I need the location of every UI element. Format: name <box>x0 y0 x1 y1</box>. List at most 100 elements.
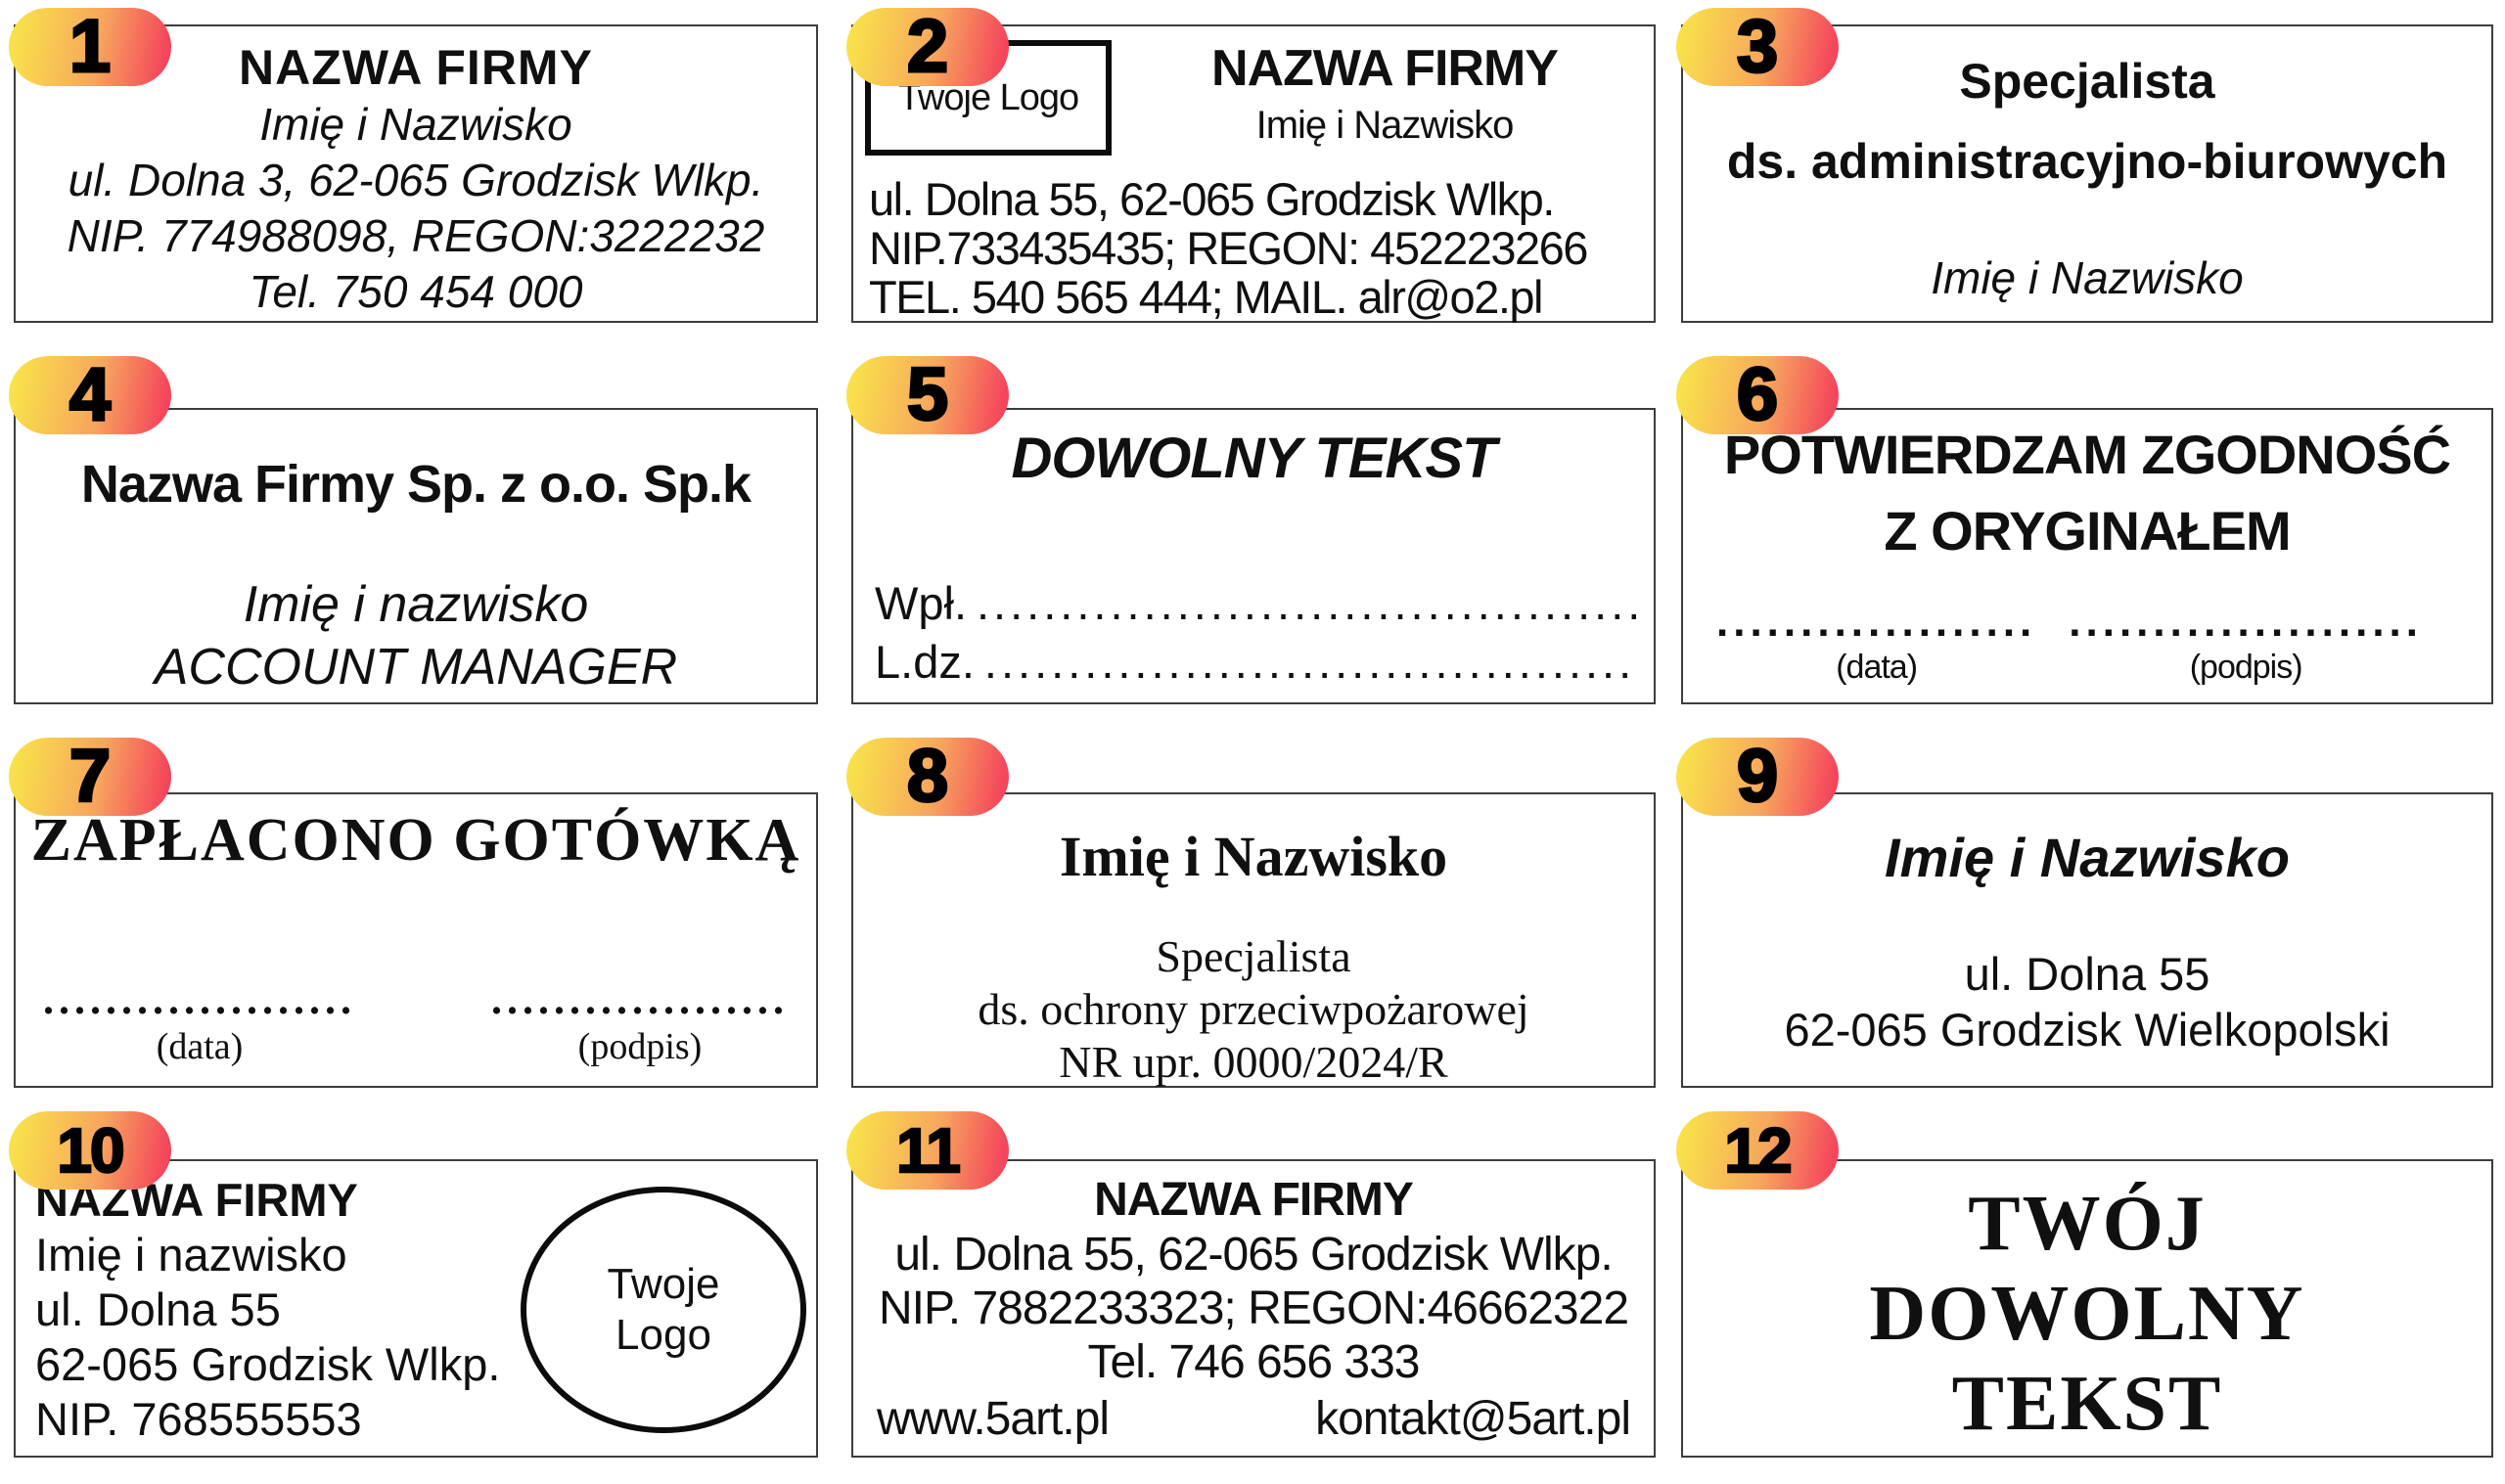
job-title: Specjalista <box>1959 54 2215 109</box>
certify-text-line1: POTWIERDZAM ZGODNOŚĆ <box>1723 424 2451 485</box>
stamp-card-4: Nazwa Firmy Sp. z o.o. Sp.k Imię i nazwi… <box>14 408 818 704</box>
contact-line: TEL. 540 565 444; MAIL. alr@o2.pl <box>869 271 1543 323</box>
stamp-number-badge-9: 9 <box>1676 735 1839 818</box>
badge-number: 9 <box>1735 735 1779 818</box>
phone-line: Tel. 750 454 000 <box>249 266 583 317</box>
address-line: ul. Dolna 55, 62-065 Grodzisk Wlkp. <box>894 1229 1613 1281</box>
person-name: Imię i Nazwisko <box>1885 827 2290 888</box>
badge-number: 6 <box>1735 353 1779 436</box>
badge-number: 12 <box>1723 1114 1794 1188</box>
company-name: NAZWA FIRMY <box>239 40 593 95</box>
job-title-line2: ds. ochrony przeciwpożarowej <box>978 984 1529 1034</box>
certify-text-line2: Z ORYGINAŁEM <box>1884 500 2291 562</box>
tax-ids-line: NIP. 768555553 <box>35 1393 362 1445</box>
job-title: Specjalista <box>1156 931 1351 981</box>
stamp-card-12: TWÓJ DOWOLNY TEKST <box>1681 1159 2493 1458</box>
stamp-number-badge-6: 6 <box>1676 353 1839 436</box>
date-caption: (data) <box>1836 649 1918 686</box>
logo-placeholder-label-line2: Logo <box>615 1311 711 1359</box>
row-label: Wpł. <box>875 577 967 629</box>
person-name: Imię i nazwisko <box>243 576 589 633</box>
address-line2: 62-065 Grodzisk Wlkp. <box>35 1338 501 1390</box>
logo-placeholder-circle: Twoje Logo <box>521 1187 806 1433</box>
row-label: L.dz. <box>875 636 975 688</box>
stamp-number-badge-7: 7 <box>9 735 171 818</box>
dotted-line: .................... <box>43 975 356 1023</box>
stamp-card-2: Twoje Logo NAZWA FIRMY Imię i Nazwisko u… <box>851 24 1656 323</box>
fill-in-rows: Wpł.....................................… <box>875 574 1636 692</box>
stamp-number-badge-1: 1 <box>9 5 171 88</box>
job-title: ACCOUNT MANAGER <box>154 639 678 696</box>
date-column: ................... (data) <box>1716 601 2036 691</box>
stamp-card-11: NAZWA FIRMY ul. Dolna 55, 62-065 Grodzis… <box>851 1159 1656 1458</box>
badge-number: 5 <box>905 353 949 436</box>
badge-number: 11 <box>895 1114 962 1188</box>
stamp-number-badge-11: 11 <box>846 1111 1009 1190</box>
address-line1: ul. Dolna 55 <box>1964 948 2210 1000</box>
details-block: NAZWA FIRMY Imię i nazwisko ul. Dolna 55… <box>35 1173 500 1447</box>
stamp-card-9: Imię i Nazwisko ul. Dolna 55 62-065 Grod… <box>1681 792 2493 1088</box>
stamp-card-6: POTWIERDZAM ZGODNOŚĆ Z ORYGINAŁEM ......… <box>1681 408 2493 704</box>
stamp-card-10: NAZWA FIRMY Imię i nazwisko ul. Dolna 55… <box>14 1159 818 1458</box>
stamp-card-5: DOWOLNY TEKST Wpł.......................… <box>851 408 1656 704</box>
stamp-number-badge-12: 12 <box>1676 1111 1839 1190</box>
dotted-line: ........................................ <box>983 636 1636 688</box>
free-text-line2: DOWOLNY <box>1869 1271 2305 1357</box>
signature-column: ................... (podpis) <box>491 978 789 1072</box>
phone-line: Tel. 746 656 333 <box>1087 1336 1421 1388</box>
signature-row: ................... (data) .............… <box>1716 601 2423 691</box>
stamp-number-badge-10: 10 <box>9 1111 171 1190</box>
person-name: Imię i Nazwisko <box>259 99 572 150</box>
free-text-title: DOWOLNY TEKST <box>1011 427 1496 490</box>
date-column: .................... (data) <box>43 978 356 1072</box>
fill-in-row-wpl: Wpł.....................................… <box>875 574 1636 633</box>
signature-row: .................... (data) ............… <box>43 978 789 1072</box>
badge-number: 3 <box>1735 5 1779 88</box>
company-name: NAZWA FIRMY <box>1211 40 1559 97</box>
stamp-number-badge-8: 8 <box>846 735 1009 818</box>
address-line2: 62-065 Grodzisk Wielkopolski <box>1784 1004 2391 1056</box>
free-text-line3: TEKST <box>1951 1361 2223 1447</box>
website: www.5art.pl <box>877 1393 1110 1445</box>
email: kontakt@5art.pl <box>1315 1393 1631 1445</box>
address-line: ul. Dolna 3, 62-065 Grodzisk Wlkp. <box>68 155 764 205</box>
company-name: Nazwa Firmy Sp. z o.o. Sp.k <box>80 455 752 514</box>
header-block: NAZWA FIRMY Imię i Nazwisko <box>1125 38 1644 152</box>
person-name: Imię i nazwisko <box>35 1229 347 1281</box>
badge-number: 2 <box>905 5 949 88</box>
badge-number: 10 <box>56 1114 126 1188</box>
badge-number: 8 <box>905 735 949 818</box>
signature-column: ..................... (podpis) <box>2069 601 2423 691</box>
dotted-line: ................... <box>491 975 789 1023</box>
web-contact-row: www.5art.pl kontakt@5art.pl <box>877 1392 1631 1446</box>
dotted-line: ........................................ <box>977 577 1636 629</box>
badge-number: 1 <box>68 5 112 88</box>
person-name: Imię i Nazwisko <box>1255 104 1515 147</box>
job-title-line2: ds. administracyjno-biurowych <box>1726 134 2448 189</box>
stamp-card-8: Imię i Nazwisko Specjalista ds. ochrony … <box>851 792 1656 1088</box>
person-name: Imię i Nazwisko <box>1931 252 2244 303</box>
tax-ids-line: NIP. 774988098, REGON:3222232 <box>67 210 765 261</box>
signature-caption: (podpis) <box>2189 649 2303 686</box>
stamp-card-1: NAZWA FIRMY Imię i Nazwisko ul. Dolna 3,… <box>14 24 818 323</box>
person-name: Imię i Nazwisko <box>1059 825 1448 888</box>
dotted-line: ................... <box>1716 598 2037 646</box>
license-number: NR upr. 0000/2024/R <box>1059 1037 1448 1087</box>
company-name: NAZWA FIRMY <box>1094 1174 1414 1226</box>
paid-cash-title: ZAPŁACONO GOTÓWKĄ <box>30 807 801 874</box>
tax-ids-line: NIP.733435435; REGON: 452223266 <box>869 222 1588 274</box>
free-text-line1: TWÓJ <box>1968 1181 2207 1267</box>
stamp-number-badge-4: 4 <box>9 354 171 435</box>
address-line: ul. Dolna 55, 62-065 Grodzisk Wlkp. <box>869 173 1555 225</box>
stamp-number-badge-5: 5 <box>846 353 1009 436</box>
details-block: ul. Dolna 55, 62-065 Grodzisk Wlkp. NIP.… <box>869 175 1646 322</box>
dotted-line: ..................... <box>2069 598 2423 646</box>
stamp-number-badge-3: 3 <box>1676 5 1839 88</box>
signature-caption: (podpis) <box>577 1026 703 1067</box>
fill-in-row-ldz: L.dz....................................… <box>875 633 1636 692</box>
date-caption: (data) <box>156 1026 244 1067</box>
tax-ids-line: NIP. 7882233323; REGON:46662322 <box>878 1282 1629 1334</box>
stamp-card-7: ZAPŁACONO GOTÓWKĄ .................... (… <box>14 792 818 1088</box>
badge-number: 7 <box>68 735 112 818</box>
